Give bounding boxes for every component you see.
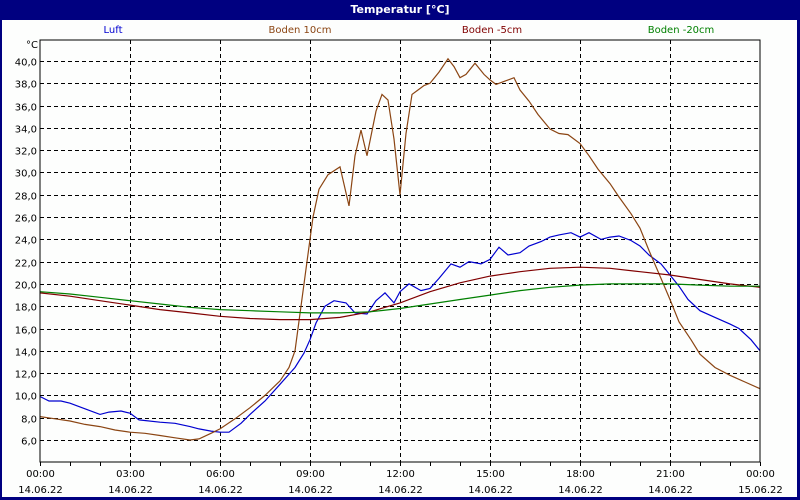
chart-panel bbox=[2, 20, 797, 497]
y-tick-label: 30,0 bbox=[15, 169, 37, 180]
x-tick-date: 15.06.22 bbox=[738, 485, 783, 496]
legend-item-boden-20cm: Boden -20cm bbox=[647, 25, 715, 36]
y-tick-label: 12,0 bbox=[15, 370, 37, 381]
x-tick-time: 06:00 bbox=[206, 469, 235, 480]
x-tick-date: 14.06.22 bbox=[288, 485, 333, 496]
y-tick-label: 18,0 bbox=[15, 303, 37, 314]
plot-area-frame bbox=[39, 39, 761, 463]
x-tick-date: 14.06.22 bbox=[378, 485, 423, 496]
x-tick-time: 03:00 bbox=[116, 469, 145, 480]
y-tick-label: 28,0 bbox=[15, 192, 37, 203]
x-tick-time: 00:00 bbox=[746, 469, 775, 480]
chart-window-title: Temperatur [°C] bbox=[0, 0, 800, 20]
y-tick-label: 26,0 bbox=[15, 214, 37, 225]
x-tick-time: 00:00 bbox=[26, 469, 55, 480]
series-line-luft bbox=[39, 232, 761, 433]
x-tick-time: 18:00 bbox=[566, 469, 595, 480]
y-axis-unit-label: °C bbox=[26, 40, 38, 51]
y-tick-label: 34,0 bbox=[15, 125, 37, 136]
x-axis-ticks: 00:00 14.06.22 03:00 14.06.22 06:00 14.06.22 0… bbox=[18, 462, 783, 496]
series-line-boden-20cm bbox=[39, 283, 760, 314]
y-tick-label: 14,0 bbox=[15, 348, 37, 359]
series-line-boden-10cm bbox=[39, 57, 761, 441]
series-lines bbox=[39, 57, 761, 441]
y-tick-label: 22,0 bbox=[15, 259, 37, 270]
x-tick-time: 12:00 bbox=[386, 469, 415, 480]
y-tick-label: 6,0 bbox=[21, 437, 37, 448]
grid bbox=[40, 40, 760, 462]
x-tick-date: 14.06.22 bbox=[18, 485, 63, 496]
legend-item-boden-5cm: Boden -5cm bbox=[461, 25, 523, 36]
x-tick-time: 09:00 bbox=[296, 469, 325, 480]
y-tick-label: 10,0 bbox=[15, 392, 37, 403]
series-line-boden-5cm bbox=[39, 266, 761, 321]
y-axis-ticks: 6,0 8,0 10,0 12,0 14,0 16,0 18,0 20,0 22,0 24,0 26… bbox=[15, 58, 37, 448]
x-tick-date: 14.06.22 bbox=[648, 485, 693, 496]
x-tick-date: 14.06.22 bbox=[558, 485, 603, 496]
x-tick-date: 14.06.22 bbox=[198, 485, 243, 496]
x-tick-date: 14.06.22 bbox=[108, 485, 153, 496]
x-tick-time: 15:00 bbox=[476, 469, 505, 480]
y-tick-label: 36,0 bbox=[15, 103, 37, 114]
x-tick-date: 14.06.22 bbox=[468, 485, 513, 496]
y-tick-label: 40,0 bbox=[15, 58, 37, 69]
y-tick-label: 24,0 bbox=[15, 236, 37, 247]
y-tick-label: 8,0 bbox=[21, 415, 37, 426]
y-tick-label: 38,0 bbox=[15, 80, 37, 91]
y-tick-label: 16,0 bbox=[15, 326, 37, 337]
x-tick-time: 21:00 bbox=[656, 469, 685, 480]
y-tick-label: 20,0 bbox=[15, 281, 37, 292]
y-tick-label: 32,0 bbox=[15, 147, 37, 158]
legend-item-boden-10cm: Boden 10cm bbox=[268, 25, 332, 36]
legend-item-luft: Luft bbox=[103, 25, 123, 36]
